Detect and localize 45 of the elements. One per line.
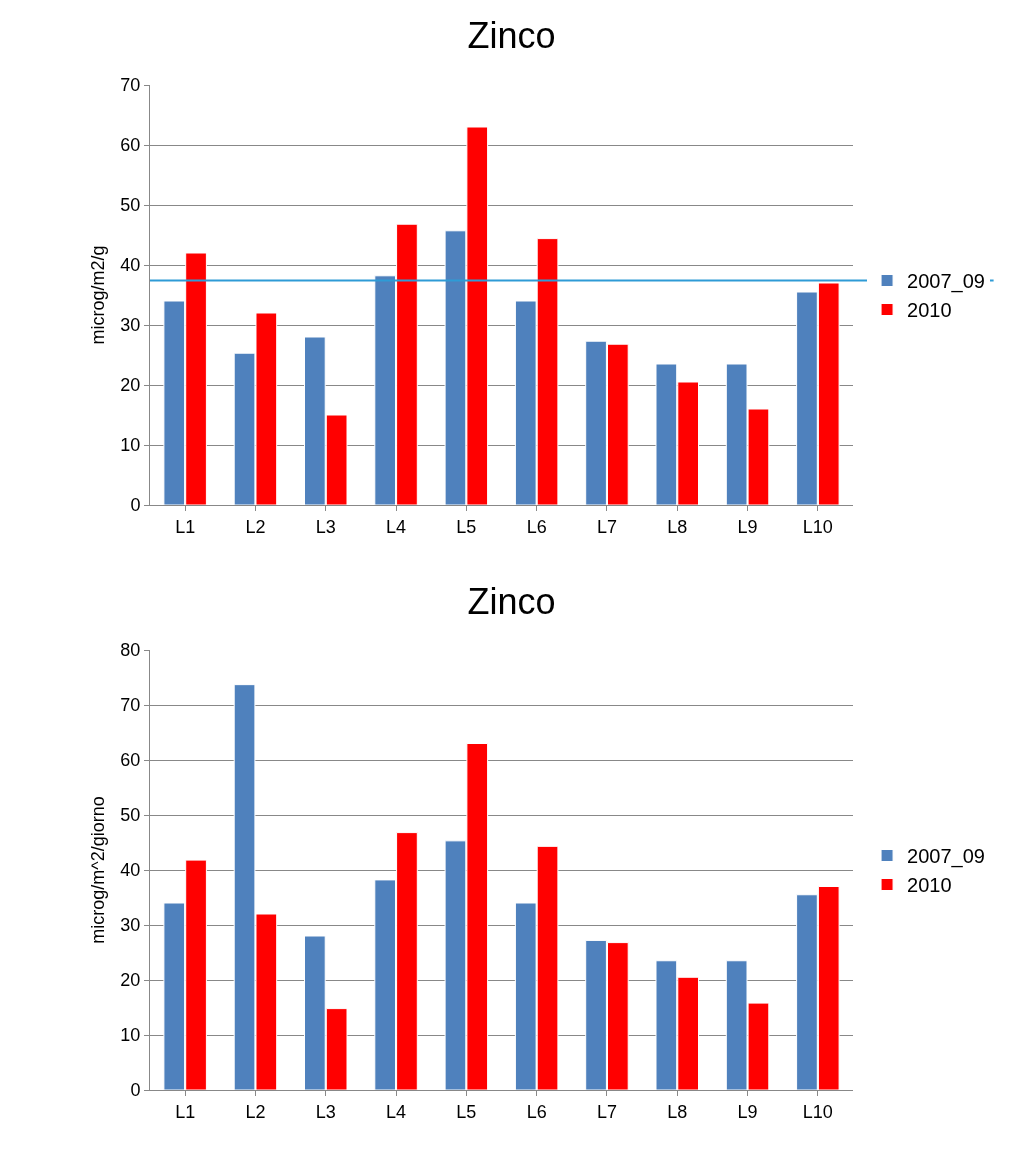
x-tick-label: L8 <box>667 1101 688 1122</box>
y-tick-label: 20 <box>120 375 141 396</box>
x-tick-label: L1 <box>175 516 196 537</box>
legend-label: 2007_09 <box>907 270 985 294</box>
x-tick-label: L9 <box>737 1101 758 1122</box>
x-tick-label: L10 <box>802 516 833 537</box>
y-tick-label: 40 <box>120 860 141 881</box>
y-tick-label: 10 <box>120 1025 141 1046</box>
x-tick-label: L1 <box>175 1101 196 1122</box>
x-tick-label: L4 <box>386 1101 407 1122</box>
y-tick-label: 70 <box>120 75 141 96</box>
x-tick-label: L9 <box>737 516 758 537</box>
x-tick-label: L2 <box>245 1101 266 1122</box>
x-tick-label: L10 <box>802 1101 833 1122</box>
x-tick-label: L5 <box>456 516 477 537</box>
x-tick-label: L3 <box>315 516 336 537</box>
x-tick-label: L2 <box>245 516 266 537</box>
x-tick-label: L6 <box>526 1101 547 1122</box>
y-tick-label: 30 <box>120 915 141 936</box>
y-tick-label: 0 <box>130 495 141 516</box>
x-tick-label: L6 <box>526 516 547 537</box>
y-axis-title: microg/m^2/giorno <box>88 796 108 944</box>
x-tick-label: L8 <box>667 516 688 537</box>
legend-label: 2010 <box>907 299 952 322</box>
x-tick-label: L3 <box>315 1101 336 1122</box>
y-axis-title: microg/m2/g <box>88 245 108 345</box>
chart-title: Zinco <box>467 580 556 622</box>
legend-label: 2007_09 <box>907 845 985 869</box>
legend-label: 2010 <box>907 874 952 897</box>
y-tick-label: 10 <box>120 435 141 456</box>
y-tick-label: 70 <box>120 695 141 716</box>
y-tick-label: 20 <box>120 970 141 991</box>
y-tick-label: 40 <box>120 255 141 276</box>
y-tick-label: 80 <box>120 640 141 661</box>
y-tick-label: 50 <box>120 805 141 826</box>
y-tick-label: 30 <box>120 315 141 336</box>
y-tick-label: 0 <box>130 1080 141 1101</box>
y-tick-label: 60 <box>120 135 141 156</box>
chart-title: Zinco <box>467 14 556 56</box>
x-tick-label: L4 <box>386 516 407 537</box>
x-tick-label: L7 <box>596 516 617 537</box>
y-tick-label: 50 <box>120 195 141 216</box>
x-tick-label: L7 <box>596 1101 617 1122</box>
y-tick-label: 60 <box>120 750 141 771</box>
x-tick-label: L5 <box>456 1101 477 1122</box>
